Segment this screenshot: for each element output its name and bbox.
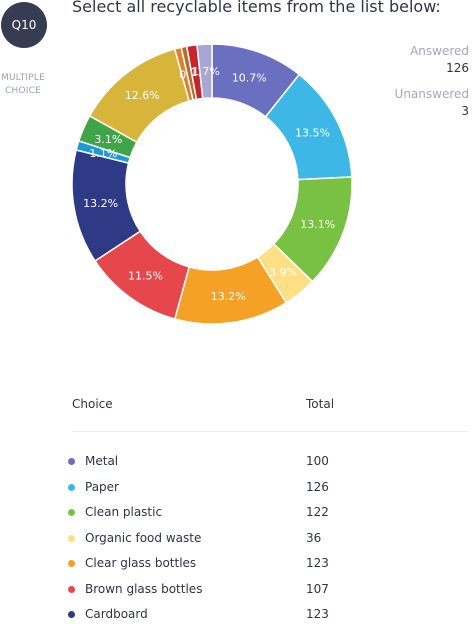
legend-dot (68, 509, 75, 516)
choice-total: 107 (306, 581, 329, 596)
choice-total: 100 (306, 454, 329, 468)
question-type: MULTIPLE CHOICE (0, 72, 46, 98)
choice-name: Clear glass bottles (85, 556, 197, 570)
choice-total: 123 (306, 556, 329, 570)
question-type-line1: MULTIPLE (0, 73, 45, 83)
legend-dot (68, 611, 75, 618)
choice-column-header: Choice (72, 397, 113, 411)
unanswered-label: Unanswered (394, 87, 469, 101)
question-number: Q10 (11, 18, 37, 32)
answered-label: Answered (410, 44, 469, 58)
choice-total: 123 (306, 607, 329, 621)
slice-percent-label-4: 13.2% (211, 290, 246, 303)
total-column-header: Total (306, 397, 335, 411)
choice-name: Paper (85, 479, 119, 494)
answered-stat: Answered 126 (349, 44, 469, 75)
slice-percent-label-13: 1.7% (192, 65, 220, 78)
legend-dot (68, 560, 75, 567)
table-row: Paper 126 (68, 478, 468, 498)
legend-dot (68, 458, 75, 465)
table-divider (72, 431, 468, 432)
slice-percent-label-3: 3.9% (269, 266, 297, 279)
slice-percent-label-6: 13.2% (83, 197, 118, 210)
unanswered-value: 3 (461, 104, 469, 118)
table-row: Cardboard 123 (68, 605, 468, 625)
slice-percent-label-10: 0. (179, 68, 190, 81)
legend-dot (68, 534, 75, 542)
question-number-badge: Q10 (1, 2, 47, 48)
table-header: Choice Total (72, 397, 468, 411)
legend-dot (68, 483, 75, 491)
slice-percent-label-1: 13.5% (295, 126, 330, 139)
donut-slice-13[interactable] (196, 43, 213, 100)
choice-total: 122 (306, 505, 329, 519)
choice-name: Metal (85, 454, 119, 468)
legend-dot (68, 585, 75, 593)
slice-percent-label-5: 11.5% (128, 269, 163, 282)
slice-percent-label-2: 13.1% (300, 218, 335, 231)
slice-percent-label-7: 1.1% (89, 147, 117, 160)
slice-percent-label-9: 12.6% (125, 89, 160, 102)
choice-name: Brown glass bottles (85, 581, 203, 596)
answered-value: 126 (446, 61, 469, 75)
choice-total: 36 (306, 530, 322, 545)
unanswered-stat: Unanswered 3 (349, 87, 469, 118)
slice-percent-label-12: 1. (190, 66, 201, 79)
choice-name: Organic food waste (85, 530, 202, 545)
table-row: Clean plastic 122 (68, 503, 468, 523)
table-row: Brown glass bottles 107 (68, 580, 468, 600)
donut-chart: 10.7% 13.5% 13.1% 3.9% 13.2% 11.5% 13.2% 1.1%3.… (71, 43, 353, 325)
choice-name: Clean plastic (85, 505, 163, 519)
table-row: Metal 100 (68, 452, 468, 472)
question-type-line2: CHOICE (5, 86, 41, 96)
slice-percent-label-0: 10.7% (232, 71, 267, 84)
table-row: Organic food waste 36 (68, 529, 468, 549)
question-title: Select all recyclable items from the lis… (72, 0, 441, 16)
choice-name: Cardboard (85, 607, 148, 621)
table-row: Clear glass bottles 123 (68, 554, 468, 574)
choice-total: 126 (306, 479, 329, 494)
slice-percent-label-8: 3.1% (94, 133, 122, 146)
